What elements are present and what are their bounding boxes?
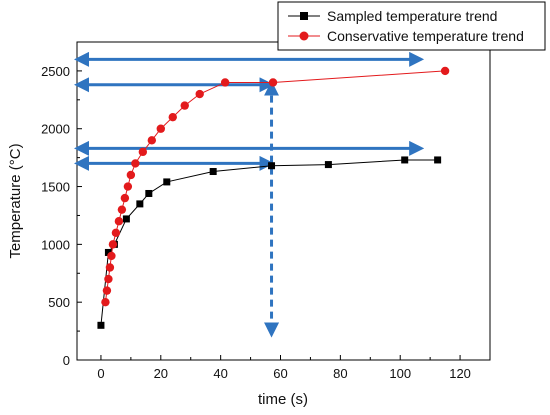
data-point-conservative (104, 274, 113, 284)
data-point-conservative (117, 205, 127, 214)
series-line-conservative (104, 70, 446, 303)
series-layer (97, 66, 450, 329)
legend-marker-conservative (299, 31, 309, 41)
legend-label-sampled: Sampled temperature trend (327, 8, 497, 24)
series-line-sampled (100, 159, 438, 326)
data-point-sampled (104, 248, 112, 256)
y-tick-label: 500 (48, 295, 70, 310)
y-tick-label: 0 (63, 353, 70, 368)
x-tick-label: 40 (213, 366, 227, 381)
data-point-conservative (120, 193, 130, 203)
data-point-conservative (107, 251, 116, 261)
legend-label-conservative: Conservative temperature trend (327, 28, 524, 44)
y-tick-label: 2000 (41, 122, 70, 137)
x-tick-label: 60 (273, 366, 287, 381)
x-tick-label: 0 (97, 366, 104, 381)
y-tick-label: 1000 (41, 237, 70, 252)
data-point-sampled (268, 162, 276, 170)
x-tick-label: 80 (333, 366, 347, 381)
data-point-conservative (123, 182, 133, 191)
data-point-conservative (102, 286, 112, 295)
x-tick-label: 100 (389, 366, 411, 381)
data-point-conservative (108, 240, 118, 249)
data-point-conservative (195, 89, 204, 99)
x-tick-label: 20 (154, 366, 168, 381)
x-axis: 0 20 40 60 80 100 120 (97, 355, 491, 381)
data-point-conservative (180, 101, 189, 110)
data-point-conservative (105, 263, 115, 272)
data-point-sampled (163, 178, 171, 186)
x-tick-label: 120 (449, 366, 471, 381)
data-point-conservative (131, 159, 140, 168)
x-axis-title: time (s) (258, 391, 308, 408)
data-point-sampled (97, 321, 105, 329)
data-point-conservative (147, 136, 157, 145)
data-point-sampled (209, 168, 217, 176)
data-point-conservative (440, 66, 450, 76)
y-axis-title: Temperature (°C) (7, 143, 24, 258)
data-point-conservative (126, 170, 136, 180)
data-point-conservative (114, 217, 124, 226)
data-point-conservative (156, 124, 165, 133)
data-point-sampled (122, 215, 130, 223)
data-point-conservative (111, 228, 121, 237)
data-point-conservative (168, 112, 177, 122)
data-point-sampled (324, 161, 332, 169)
data-point-sampled (136, 200, 144, 208)
data-point-sampled (145, 189, 153, 197)
annotation-arrows (74, 51, 425, 338)
legend: Sampled temperature trend Conservative t… (277, 1, 546, 51)
legend-box (277, 1, 546, 51)
y-tick-label: 2500 (41, 64, 70, 79)
data-point-sampled (401, 156, 409, 164)
data-point-conservative (138, 147, 148, 157)
data-point-conservative (220, 78, 230, 87)
legend-marker-sampled (300, 12, 308, 20)
y-tick-label: 1500 (41, 180, 70, 195)
data-point-conservative (101, 297, 110, 307)
data-point-conservative (268, 78, 278, 87)
data-point-sampled (434, 156, 442, 164)
y-axis: 0 500 1000 1500 2000 2500 (41, 41, 82, 368)
